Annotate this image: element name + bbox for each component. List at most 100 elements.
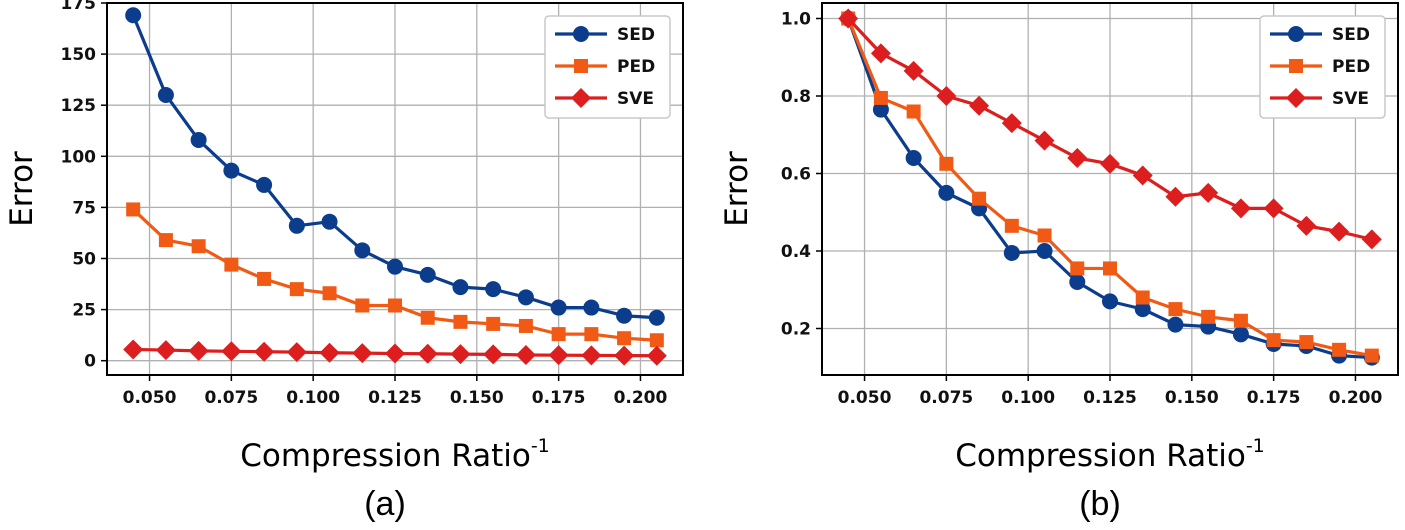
chart-1-series-sve [838,8,1382,250]
chart-0-legend-sed-marker [573,26,589,42]
chart-0-sve-point [614,345,635,366]
chart-1-legend-sve-label: SVE [1332,89,1369,109]
chart-0-panel-label: (a) [364,485,406,523]
chart-0-x-axis-label: Compression Ratio-1 [240,435,550,474]
chart-0-sve-point [221,341,242,362]
chart-1-sve-point [969,95,990,116]
chart-0-sed-point [452,279,469,296]
chart-0-sve-point [352,343,373,364]
chart-0-sed-point [550,299,567,316]
chart-1-panel: 0.050 0.075 0.100 0.125 0.150 0.175 0.200 0.2 0.… [719,2,1399,523]
chart-0-sed-point [583,299,600,316]
chart-1-y-tick-label: 0.2 [781,320,811,340]
chart-0-y-tick-label: 125 [61,96,97,116]
chart-0-sed-point [288,217,305,234]
chart-1-sve-point [903,60,924,81]
chart-0-series-sed [125,7,665,326]
chart-1-x-axis-label: Compression Ratio-1 [955,435,1265,474]
chart-0-ped-point [486,316,501,331]
chart-0-panel: 0.050 0.075 0.100 0.125 0.150 0.175 0.200 0 25 50… [4,0,684,523]
chart-1-sed-point [905,150,922,166]
chart-0-ped-point [453,314,468,329]
chart-0-sed-point [321,213,338,230]
chart-1-sve-point [1361,229,1382,250]
chart-0-ped-point [322,286,337,301]
chart-0-x-tick-label: 0.125 [368,388,422,408]
chart-0-sve-point [515,344,536,365]
chart-1-ped-point [1135,290,1150,305]
chart-1-y-tick-label: 0.4 [781,242,811,262]
chart-1-ped-point [1201,309,1216,324]
chart-0-sed-point [190,131,207,148]
chart-1-x-tick-label: 0.050 [838,388,892,408]
chart-0-legend-sed-label: SED [617,25,655,45]
chart-1-sve-point [1329,221,1350,242]
chart-1-sed-point [1167,316,1184,333]
chart-1-ped-point [1266,333,1281,348]
chart-0-y-tick-label: 75 [72,198,96,218]
chart-0-ped-point [257,271,272,286]
chart-0-ped-point [126,202,141,217]
chart-0-legend-sve-marker [571,88,591,108]
chart-0-ped-point [617,331,632,346]
chart-0-sed-point [223,162,240,179]
chart-0-series-ped [126,202,664,348]
chart-0-x-tick-label: 0.175 [532,388,586,408]
chart-0-sve-point [254,341,275,362]
chart-1-ped-point [906,104,921,119]
chart-1-sve-point [936,86,957,106]
chart-0-legend-ped-label: PED [617,57,655,77]
chart-1-ped-point [873,90,888,105]
chart-0-sed-point [157,86,174,103]
chart-0-y-tick-label: 25 [72,301,96,321]
chart-1-sve-point [1132,165,1153,186]
chart-0-sed-point [485,281,502,298]
chart-0-sed-point [648,309,665,326]
chart-0-y-tick-label: 50 [72,249,96,269]
chart-0-sve-point [286,342,307,363]
chart-0-x-tick-label: 0.075 [204,388,258,408]
chart-0-y-tick-label: 150 [61,45,97,65]
chart-1-y-axis-label: Error [719,151,755,227]
chart-0-y-tick-label: 100 [61,147,97,167]
chart-1-y-tick-label: 0.8 [781,87,811,107]
chart-1-sed-point [1102,293,1118,310]
chart-0-ped-point [584,327,599,342]
chart-0-ped-point [649,333,664,348]
chart-0-y-tick-label: 175 [61,0,97,14]
chart-0-sed-point [419,266,436,283]
chart-1-sve-point [838,8,859,29]
chart-0-x-tick-label: 0.150 [450,388,504,408]
chart-0-sed-point [517,289,534,306]
chart-1-sve-point [1034,130,1055,151]
chart-1-legend-sed-label: SED [1332,25,1370,45]
chart-1-x-tick-label: 0.100 [1001,388,1055,408]
chart-1-ped-point [1070,261,1085,276]
chart-0-ped-point [158,233,173,248]
chart-0-y-tick-label: 0 [84,352,96,372]
chart-1-sed-point [1134,301,1151,318]
chart-0-ped-point [191,239,206,254]
chart-1-ped-point [1037,228,1052,243]
chart-1-sed-point [1232,326,1249,343]
chart-1-y-tick-label: 0.6 [781,165,811,185]
chart-1-sve-point [1165,186,1186,207]
chart-0-y-axis-label: Error [4,151,40,227]
chart-1-x-tick-label: 0.175 [1247,388,1301,408]
chart-1-x-tick-label: 0.125 [1083,388,1137,408]
chart-0-sve-point [483,344,504,365]
chart-1-x-tick-label: 0.150 [1165,388,1219,408]
chart-1-ped-point [972,191,987,206]
chart-1-legend-box [1259,15,1386,119]
chart-1-sve-point [1230,198,1251,219]
chart-0-ped-point [518,318,533,333]
chart-1-sve-point [1100,153,1120,174]
chart-1-sed-point [1069,274,1086,290]
chart-1-sve-point [1296,215,1317,236]
chart-0-legend: SED PED SVE [544,15,671,119]
chart-0-sed-point [354,242,371,259]
chart-1-x-tick-label: 0.075 [919,388,973,408]
chart-0-sve-point [417,343,438,364]
chart-1-legend-sve-marker [1286,88,1306,108]
